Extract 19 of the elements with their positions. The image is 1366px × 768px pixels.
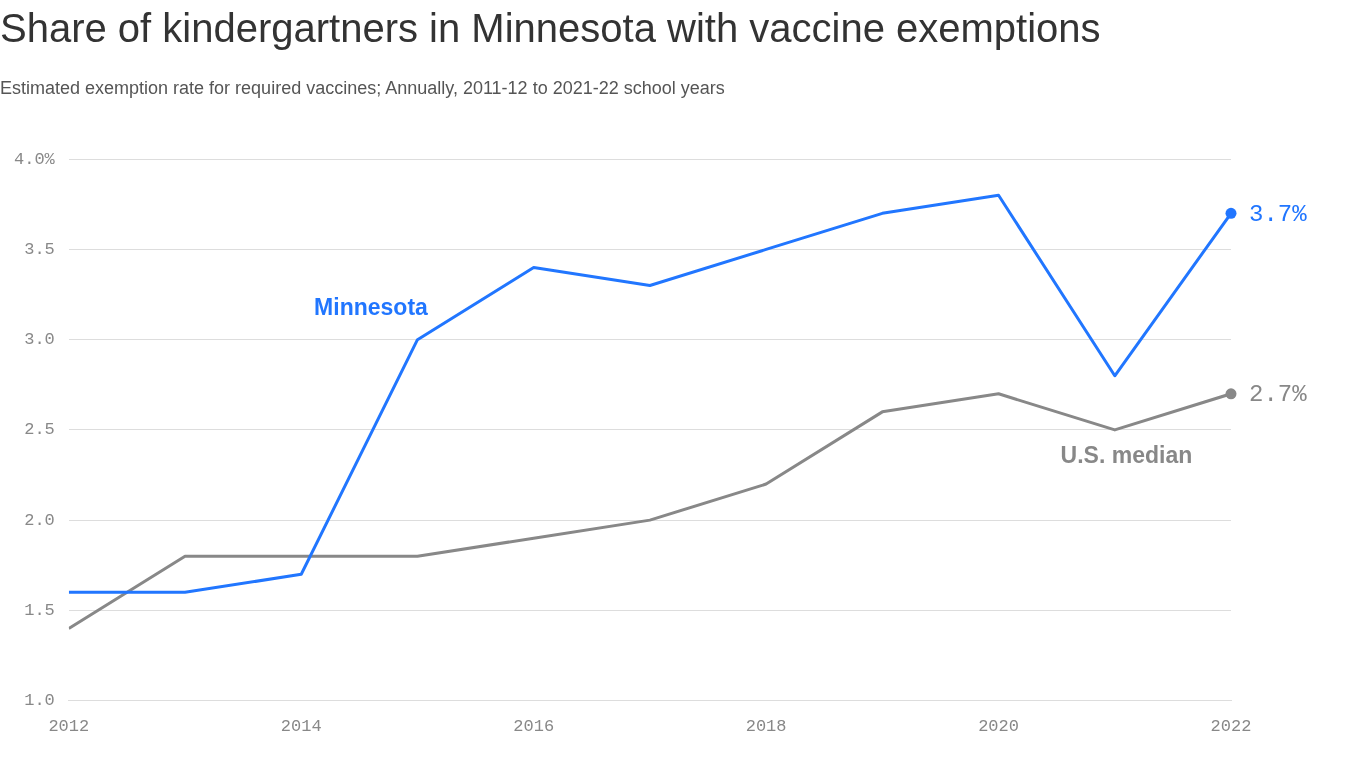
x-tick-label: 2018 [745,717,787,737]
y-tick-label: 2.0 [24,510,55,530]
y-tick-label: 3.0 [24,330,55,350]
y-tick-label: 4.0% [13,149,56,169]
series-label: Minnesota [314,294,429,321]
x-tick-label: 2020 [978,717,1019,737]
chart-title: Share of kindergartners in Minnesota with vaccine exemptions [0,6,1101,51]
x-tick-label: 2022 [1210,717,1252,737]
data-label: 3.7% [1249,200,1308,228]
chart-subtitle: Estimated exemption rate for required vaccines; Annually, 2011-12 to 2021-22 school years [0,78,725,99]
y-tick-label: 1.5 [24,600,55,620]
x-tick-label: 2016 [513,717,555,737]
x-tick-label: 2014 [280,717,322,737]
y-tick-label: 3.5 [24,239,55,259]
data-label: 2.7% [1249,381,1308,409]
x-tick-label: 2012 [48,717,90,737]
y-tick-label: 1.0 [24,691,55,711]
y-tick-label: 2.5 [24,420,55,440]
series-label: U.S. median [1060,442,1193,469]
